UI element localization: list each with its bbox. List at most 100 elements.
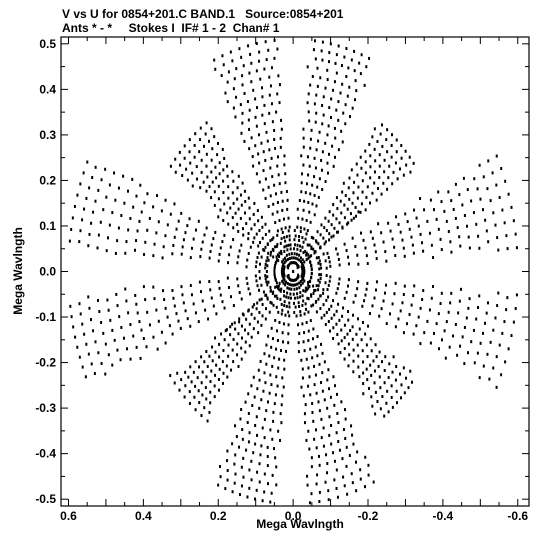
uv-point [180, 252, 183, 256]
uv-point [270, 301, 273, 305]
uv-point [300, 265, 303, 269]
uv-point [237, 229, 240, 233]
uv-point [282, 268, 285, 272]
uv-point [178, 388, 181, 392]
uv-point [430, 243, 433, 247]
uv-point [217, 259, 220, 263]
uv-point [104, 372, 107, 376]
uv-point [343, 296, 346, 300]
uv-point [143, 252, 146, 256]
uv-point [280, 227, 283, 231]
uv-point [308, 119, 311, 123]
uv-point [256, 301, 259, 305]
uv-point [210, 158, 213, 162]
uv-point [249, 292, 252, 296]
uv-point [273, 356, 276, 360]
uv-point [315, 446, 318, 450]
uv-point [338, 318, 341, 322]
uv-point [452, 334, 455, 338]
uv-point [347, 255, 350, 259]
uv-point [243, 91, 246, 95]
uv-point [278, 101, 281, 105]
uv-point [510, 205, 513, 209]
uv-point [259, 453, 262, 457]
uv-point [350, 58, 353, 62]
uv-point [363, 83, 366, 87]
uv-point [226, 164, 229, 168]
uv-point [282, 258, 285, 262]
uv-point [260, 297, 263, 301]
uv-point [413, 284, 416, 288]
uv-point [189, 324, 192, 328]
uv-point [457, 311, 460, 315]
uv-point [272, 248, 275, 252]
uv-point [364, 149, 367, 153]
uv-point [369, 165, 372, 169]
uv-point [82, 171, 85, 175]
uv-point [391, 237, 394, 241]
uv-point [184, 309, 187, 313]
uv-point [233, 462, 236, 466]
uv-point [107, 353, 110, 357]
uv-point [209, 390, 212, 394]
uv-point [206, 175, 209, 179]
uv-point [283, 245, 286, 249]
uv-point [332, 375, 335, 379]
uv-point [366, 185, 369, 189]
uv-point [196, 177, 199, 181]
uv-point [264, 222, 267, 226]
uv-point [362, 392, 365, 396]
uv-point [271, 473, 274, 477]
uv-point [237, 332, 240, 336]
uv-point [352, 191, 355, 195]
uv-point [317, 256, 320, 260]
uv-point [276, 243, 279, 247]
uv-point [183, 144, 186, 148]
uv-point [337, 118, 340, 122]
uv-point [227, 70, 230, 74]
uv-point [356, 196, 359, 200]
uv-point [342, 111, 345, 115]
uv-point [122, 336, 125, 340]
uv-point [396, 401, 399, 405]
uv-point [330, 304, 333, 308]
uv-point [266, 139, 269, 143]
uv-point [308, 501, 311, 505]
uv-point [181, 293, 184, 297]
chart-title: V vs U for 0854+201.C BAND.1 Source:0854… [62, 7, 344, 21]
uv-point [279, 349, 282, 353]
uv-point [283, 163, 286, 167]
uv-point [364, 455, 367, 459]
uv-point [276, 329, 279, 333]
uv-point [336, 332, 339, 336]
uv-point [273, 273, 276, 277]
uv-point [233, 481, 236, 485]
uv-point [429, 341, 432, 345]
uv-point [221, 381, 224, 385]
uv-point [238, 249, 241, 253]
uv-point [403, 254, 406, 258]
uv-point [302, 208, 305, 212]
uv-point [281, 230, 284, 234]
uv-point [231, 170, 234, 174]
uv-point [396, 177, 399, 181]
x-tick-label: -0.6 [507, 509, 528, 523]
uv-point [198, 365, 201, 369]
uv-point [374, 288, 377, 292]
uv-point [325, 298, 328, 302]
uv-point [278, 251, 281, 255]
uv-point [392, 355, 395, 359]
uv-point [437, 190, 440, 194]
uv-point [256, 320, 259, 324]
uv-point [340, 339, 343, 343]
uv-point [472, 328, 475, 332]
uv-point [222, 63, 225, 67]
uv-point [269, 285, 272, 289]
uv-point [267, 280, 270, 284]
uv-point [182, 238, 185, 242]
uv-point [280, 118, 283, 122]
uv-point [248, 468, 251, 472]
uv-point [119, 358, 122, 362]
uv-point [248, 71, 251, 75]
y-tick-label: 0.5 [39, 37, 56, 51]
